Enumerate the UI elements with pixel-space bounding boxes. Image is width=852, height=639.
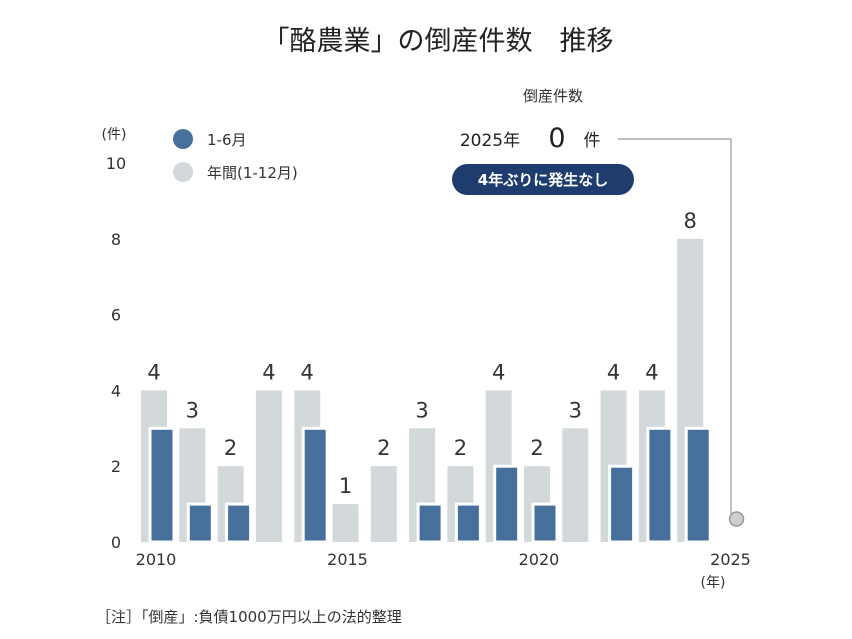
series-h1 [148, 426, 745, 544]
bar-annual-2016 [370, 466, 397, 542]
bar-h1-2018 [454, 502, 482, 544]
x-tick-label: 2015 [327, 550, 368, 569]
data-label-2018: 2 [454, 436, 467, 460]
x-tick-label: 2010 [136, 550, 177, 569]
bar-annual-2013 [255, 390, 282, 542]
data-label-2022: 4 [607, 360, 620, 384]
bar-h1-2022 [608, 464, 636, 544]
data-label-2023: 4 [645, 360, 658, 384]
legend-swatch-annual [173, 162, 193, 182]
x-tick-label: 2020 [519, 550, 560, 569]
data-label-2014: 4 [301, 360, 314, 384]
x-axis: 2010 2015 2020 2025 [136, 550, 751, 569]
data-label-2019: 4 [492, 360, 505, 384]
footnote: ［注］「倒産」:負債1000万円以上の法的整理 [96, 608, 402, 626]
point-2025-zero [728, 511, 745, 527]
data-label-2016: 2 [377, 436, 390, 460]
x-tick-label: 2025 [710, 550, 751, 569]
legend-label-annual: 年間(1-12月) [207, 164, 298, 182]
bar-h1-2024 [684, 426, 712, 544]
y-tick-label: 6 [111, 306, 121, 325]
annotation-unit: 件 [584, 131, 601, 151]
data-label-2012: 2 [224, 436, 237, 460]
y-tick-label: 8 [111, 230, 121, 249]
data-label-2010: 4 [147, 360, 160, 384]
bar-annual-2021 [562, 428, 589, 542]
data-label-2024: 8 [684, 209, 697, 233]
annotation-value: 0 [548, 123, 565, 154]
legend-swatch-h1 [173, 129, 193, 149]
annotation-label: 倒産件数 [523, 87, 583, 105]
y-axis-unit: (件) [102, 127, 127, 143]
annotation-badge [452, 164, 634, 195]
annotation-badge-text: 4年ぶりに発生なし [478, 171, 608, 189]
data-label-2015: 1 [339, 474, 352, 498]
bar-h1-2017 [416, 502, 444, 544]
bar-h1-2010 [148, 426, 176, 544]
data-label-2017: 3 [415, 398, 428, 422]
y-tick-label: 4 [111, 381, 121, 400]
y-tick-label: 0 [111, 533, 121, 552]
annotation-2025: 倒産件数 2025年 0 件 4年ぶりに発生なし [452, 87, 732, 514]
bar-h1-2019 [493, 464, 521, 544]
legend-label-h1: 1-6月 [207, 131, 247, 149]
data-label-2011: 3 [186, 398, 199, 422]
x-axis-unit: (年) [701, 575, 726, 591]
y-axis: 0 2 4 6 8 10 [106, 154, 126, 552]
data-labels: 4 3 2 4 4 1 2 3 2 4 2 3 4 4 8 [147, 209, 697, 498]
bar-h1-2012 [225, 502, 253, 544]
bar-h1-2023 [646, 426, 674, 544]
bar-h1-2011 [186, 502, 214, 544]
data-label-2020: 2 [530, 436, 543, 460]
chart-title: 「酪農業」の倒産件数 推移 [263, 26, 614, 57]
y-tick-label: 10 [106, 154, 126, 173]
data-label-2013: 4 [262, 360, 275, 384]
bar-h1-2020 [531, 502, 559, 544]
bar-h1-2014 [301, 426, 329, 544]
annotation-leader-line [618, 138, 732, 514]
annotation-year: 2025年 [460, 131, 520, 151]
bar-annual-2015 [332, 504, 359, 542]
data-label-2021: 3 [569, 398, 582, 422]
y-tick-label: 2 [111, 457, 121, 476]
legend: 1-6月 年間(1-12月) [173, 129, 298, 182]
